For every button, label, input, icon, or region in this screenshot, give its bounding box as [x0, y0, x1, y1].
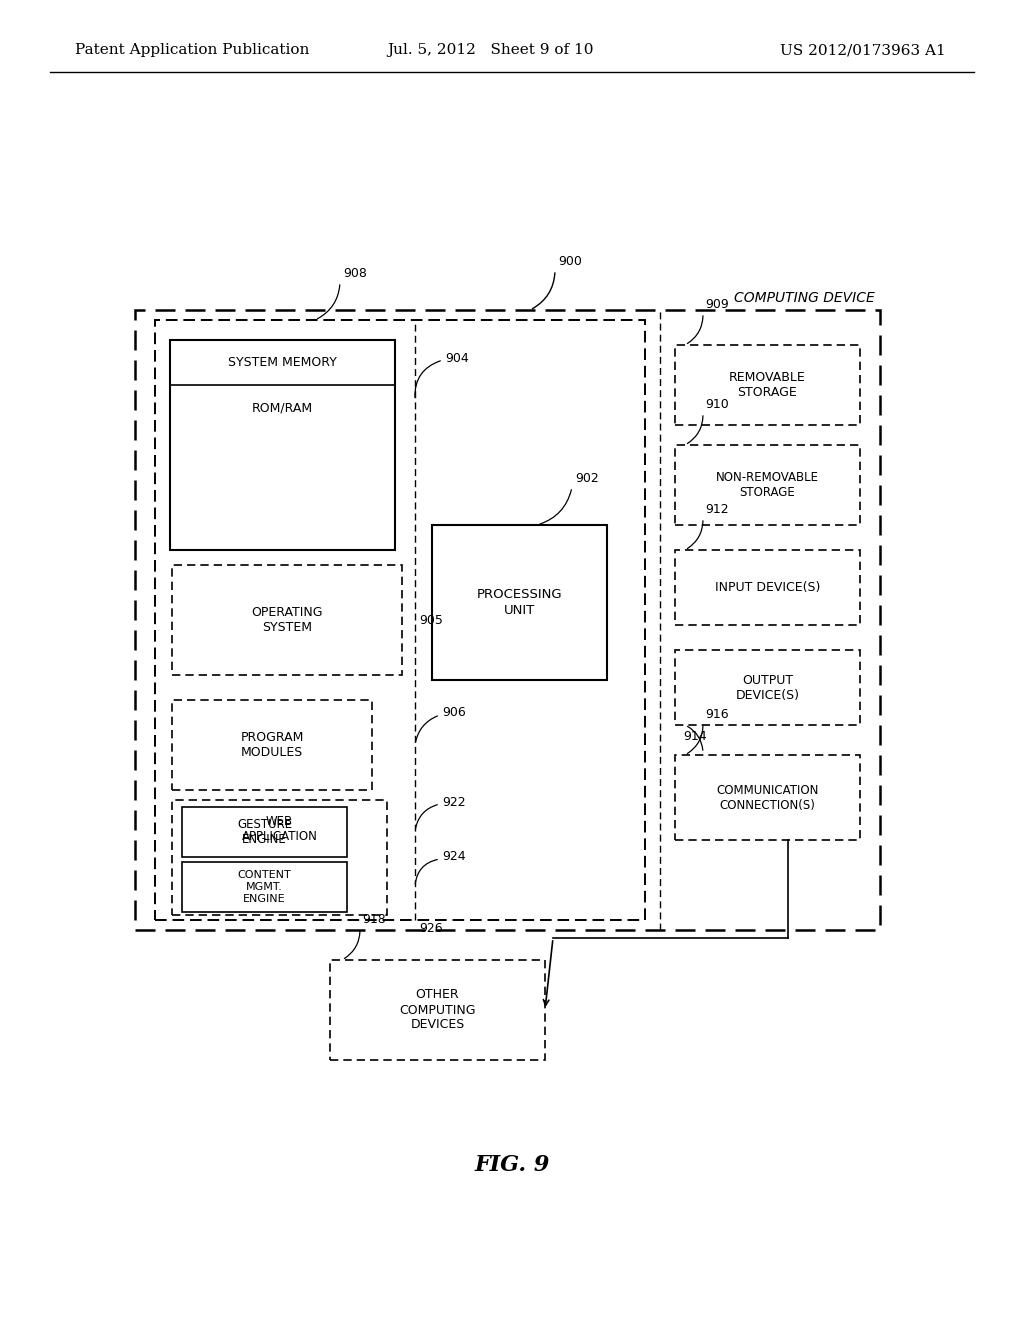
Text: REMOVABLE
STORAGE: REMOVABLE STORAGE [729, 371, 806, 399]
Text: 902: 902 [575, 473, 599, 484]
Text: FIG. 9: FIG. 9 [474, 1154, 550, 1176]
Text: WEB
APPLICATION: WEB APPLICATION [242, 814, 317, 843]
Bar [675, 649, 860, 725]
Bar [172, 565, 402, 675]
Bar [432, 525, 607, 680]
Bar [135, 310, 880, 931]
Bar [172, 800, 387, 915]
Text: PROCESSING
UNIT: PROCESSING UNIT [477, 589, 562, 616]
Bar [172, 700, 372, 789]
Text: US 2012/0173963 A1: US 2012/0173963 A1 [780, 44, 946, 57]
Text: 926: 926 [419, 921, 442, 935]
Text: 904: 904 [445, 351, 469, 364]
Text: COMMUNICATION
CONNECTION(S): COMMUNICATION CONNECTION(S) [717, 784, 818, 812]
Text: 906: 906 [442, 706, 466, 719]
Text: OUTPUT
DEVICE(S): OUTPUT DEVICE(S) [735, 673, 800, 701]
Text: OPERATING
SYSTEM: OPERATING SYSTEM [251, 606, 323, 634]
Text: ROM/RAM: ROM/RAM [252, 401, 313, 414]
Text: OTHER
COMPUTING
DEVICES: OTHER COMPUTING DEVICES [399, 989, 476, 1031]
Bar [675, 445, 860, 525]
Text: CONTENT
MGMT.
ENGINE: CONTENT MGMT. ENGINE [238, 870, 292, 904]
Text: SYSTEM MEMORY: SYSTEM MEMORY [228, 355, 337, 368]
Text: Jul. 5, 2012   Sheet 9 of 10: Jul. 5, 2012 Sheet 9 of 10 [387, 44, 593, 57]
Text: 922: 922 [442, 796, 466, 808]
Text: 916: 916 [705, 708, 729, 721]
Text: GESTURE
ENGINE: GESTURE ENGINE [237, 818, 292, 846]
Text: COMPUTING DEVICE: COMPUTING DEVICE [734, 290, 874, 305]
Text: 924: 924 [442, 850, 466, 863]
Text: 900: 900 [558, 255, 582, 268]
Text: 905: 905 [419, 614, 442, 627]
Text: PROGRAM
MODULES: PROGRAM MODULES [241, 731, 304, 759]
Bar [675, 755, 860, 840]
Text: 910: 910 [705, 399, 729, 411]
Text: 912: 912 [705, 503, 729, 516]
Bar [330, 960, 545, 1060]
Bar [182, 862, 347, 912]
Bar [675, 345, 860, 425]
Text: 908: 908 [343, 267, 367, 280]
Text: NON-REMOVABLE
STORAGE: NON-REMOVABLE STORAGE [716, 471, 819, 499]
Text: 909: 909 [705, 298, 729, 312]
Text: 914: 914 [683, 730, 707, 743]
Bar [675, 550, 860, 624]
Bar [155, 319, 645, 920]
Bar [170, 341, 395, 550]
Text: INPUT DEVICE(S): INPUT DEVICE(S) [715, 581, 820, 594]
Text: Patent Application Publication: Patent Application Publication [75, 44, 309, 57]
Bar [182, 807, 347, 857]
Text: 918: 918 [362, 913, 386, 927]
